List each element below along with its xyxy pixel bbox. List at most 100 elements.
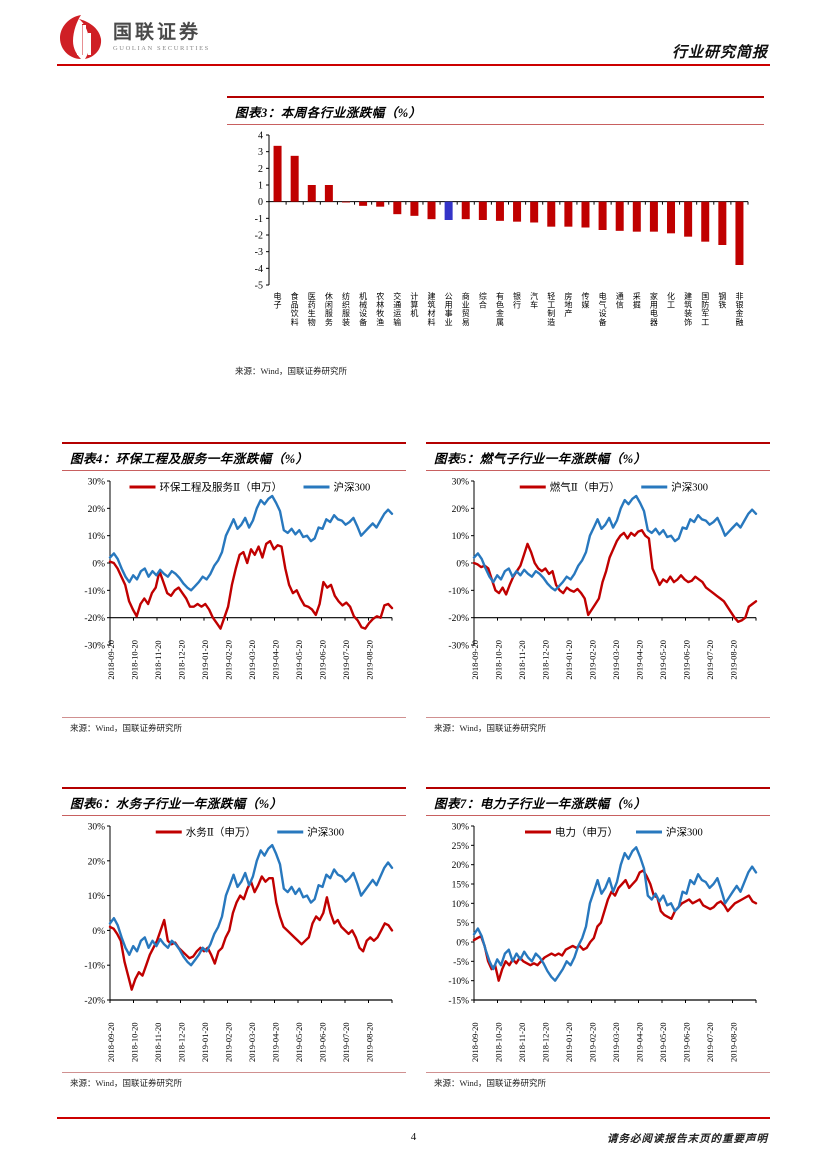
brand-name-cn: 国联证券 bbox=[113, 21, 202, 43]
svg-text:2019-08-20: 2019-08-20 bbox=[729, 1022, 739, 1062]
svg-text:计算机: 计算机 bbox=[410, 291, 418, 318]
figure4-source: 来源：Wind，国联证券研究所 bbox=[62, 717, 406, 736]
svg-text:沪深300: 沪深300 bbox=[334, 481, 371, 494]
svg-text:纺织服装: 纺织服装 bbox=[342, 291, 350, 327]
figure6-panel: 图表6：水务子行业一年涨跌幅（%） 30% 20% 10% 0% -10% -20% 201… bbox=[62, 787, 406, 1091]
svg-text:-3: -3 bbox=[255, 247, 263, 258]
svg-text:2018-09-20: 2018-09-20 bbox=[470, 640, 480, 680]
svg-text:建筑材料: 建筑材料 bbox=[428, 291, 436, 327]
svg-text:20%: 20% bbox=[88, 857, 106, 867]
svg-text:沪深300: 沪深300 bbox=[307, 826, 344, 839]
svg-text:2019-05-20: 2019-05-20 bbox=[294, 640, 304, 680]
svg-text:食品饮料: 食品饮料 bbox=[291, 291, 299, 327]
svg-text:2019-02-20: 2019-02-20 bbox=[224, 1022, 234, 1062]
svg-text:2019-04-20: 2019-04-20 bbox=[635, 1022, 645, 1062]
figure6-title: 图表6：水务子行业一年涨跌幅（%） bbox=[62, 787, 406, 816]
svg-text:4: 4 bbox=[258, 131, 263, 142]
figure5-line-chart: 30% 20% 10% 0% -10% -20% -30% 2018-09-20 2018-10… bbox=[448, 478, 758, 680]
svg-text:-20%: -20% bbox=[448, 614, 469, 624]
svg-text:房地产: 房地产 bbox=[564, 291, 572, 318]
svg-text:10%: 10% bbox=[452, 900, 470, 910]
svg-text:20%: 20% bbox=[452, 505, 470, 515]
svg-text:2019-07-20: 2019-07-20 bbox=[341, 1022, 351, 1062]
svg-text:2019-05-20: 2019-05-20 bbox=[294, 1022, 304, 1062]
svg-text:采掘: 采掘 bbox=[633, 291, 641, 310]
guolian-logo-icon bbox=[57, 13, 105, 61]
svg-text:非银金融: 非银金融 bbox=[735, 291, 743, 327]
header-rule bbox=[57, 64, 770, 66]
svg-text:10%: 10% bbox=[88, 892, 106, 902]
svg-text:20%: 20% bbox=[452, 861, 470, 871]
svg-text:有色金属: 有色金属 bbox=[496, 291, 504, 327]
svg-text:0: 0 bbox=[258, 197, 263, 208]
svg-text:2019-06-20: 2019-06-20 bbox=[318, 1022, 328, 1062]
figure7-title: 图表7：电力子行业一年涨跌幅（%） bbox=[426, 787, 770, 816]
svg-text:2019-07-20: 2019-07-20 bbox=[705, 640, 715, 680]
svg-text:沪深300: 沪深300 bbox=[671, 481, 708, 494]
figure4-title: 图表4：环保工程及服务一年涨跌幅（%） bbox=[62, 442, 406, 471]
svg-text:2019-06-20: 2019-06-20 bbox=[318, 640, 328, 680]
svg-text:轻工制造: 轻工制造 bbox=[547, 291, 555, 327]
svg-text:0%: 0% bbox=[92, 560, 105, 570]
svg-text:30%: 30% bbox=[88, 478, 106, 488]
svg-text:20%: 20% bbox=[88, 505, 106, 515]
svg-text:-2: -2 bbox=[255, 231, 263, 242]
svg-text:2019-05-20: 2019-05-20 bbox=[658, 640, 668, 680]
svg-text:2018-10-20: 2018-10-20 bbox=[494, 1022, 504, 1062]
svg-text:-20%: -20% bbox=[84, 997, 105, 1007]
figure3-source: 来源：Wind，国联证券研究所 bbox=[235, 366, 348, 376]
svg-text:农林牧渔: 农林牧渔 bbox=[376, 291, 384, 327]
svg-text:10%: 10% bbox=[452, 532, 470, 542]
svg-text:-5: -5 bbox=[255, 281, 263, 292]
figure6-source: 来源：Wind，国联证券研究所 bbox=[62, 1072, 406, 1091]
svg-text:医药生物: 医药生物 bbox=[308, 292, 316, 327]
svg-text:2018-09-20: 2018-09-20 bbox=[106, 1022, 116, 1062]
svg-text:2018-10-20: 2018-10-20 bbox=[130, 640, 140, 680]
svg-text:传媒: 传媒 bbox=[581, 291, 589, 310]
svg-text:2018-11-20: 2018-11-20 bbox=[517, 640, 527, 679]
svg-text:5%: 5% bbox=[456, 919, 469, 929]
svg-text:2018-11-20: 2018-11-20 bbox=[517, 1023, 527, 1062]
svg-text:10%: 10% bbox=[88, 532, 106, 542]
svg-text:2019-07-20: 2019-07-20 bbox=[705, 1022, 715, 1062]
svg-text:0%: 0% bbox=[456, 939, 469, 949]
svg-text:2019-03-20: 2019-03-20 bbox=[611, 1022, 621, 1062]
svg-text:电子: 电子 bbox=[274, 291, 282, 310]
svg-text:25%: 25% bbox=[452, 842, 470, 852]
svg-text:2019-01-20: 2019-01-20 bbox=[564, 1022, 574, 1062]
svg-text:燃气Ⅱ（申万）: 燃气Ⅱ（申万） bbox=[550, 481, 620, 494]
svg-text:电力（申万）: 电力（申万） bbox=[555, 826, 618, 839]
svg-text:-10%: -10% bbox=[448, 587, 469, 597]
svg-text:-10%: -10% bbox=[84, 587, 105, 597]
brand-name-en: GUOLIAN SECURITIES bbox=[113, 44, 210, 52]
svg-text:-10%: -10% bbox=[448, 977, 469, 987]
svg-text:2019-03-20: 2019-03-20 bbox=[611, 640, 621, 680]
svg-text:2: 2 bbox=[258, 164, 263, 175]
svg-text:-30%: -30% bbox=[448, 642, 469, 652]
svg-text:化工: 化工 bbox=[667, 291, 675, 310]
svg-text:2018-10-20: 2018-10-20 bbox=[494, 640, 504, 680]
svg-text:休闲服务: 休闲服务 bbox=[325, 291, 333, 327]
svg-text:0%: 0% bbox=[92, 927, 105, 937]
svg-text:商业贸易: 商业贸易 bbox=[462, 291, 470, 327]
figure5-panel: 图表5：燃气子行业一年涨跌幅（%） 30% 20% 10% 0% -10% -20% -30… bbox=[426, 442, 770, 736]
svg-text:-15%: -15% bbox=[448, 997, 469, 1007]
figure7-panel: 图表7：电力子行业一年涨跌幅（%） 30% 25% 20% 15% 10% 5% 0% -5%… bbox=[426, 787, 770, 1091]
header-brand: 国联证券 GUOLIAN SECURITIES bbox=[57, 13, 210, 61]
svg-text:30%: 30% bbox=[452, 823, 470, 833]
svg-text:钢铁: 钢铁 bbox=[718, 291, 726, 310]
figure5-source: 来源：Wind，国联证券研究所 bbox=[426, 717, 770, 736]
svg-text:机械设备: 机械设备 bbox=[359, 291, 367, 327]
svg-text:交通运输: 交通运输 bbox=[393, 291, 401, 327]
figure7-source: 来源：Wind，国联证券研究所 bbox=[426, 1072, 770, 1091]
svg-text:通信: 通信 bbox=[616, 291, 624, 310]
svg-text:2018-11-20: 2018-11-20 bbox=[153, 1023, 163, 1062]
page-number: 4 bbox=[410, 1131, 417, 1143]
svg-text:2019-06-20: 2019-06-20 bbox=[682, 640, 692, 680]
svg-text:2019-03-20: 2019-03-20 bbox=[247, 1022, 257, 1062]
footer-rule bbox=[57, 1117, 770, 1119]
svg-text:15%: 15% bbox=[452, 881, 470, 891]
svg-text:2019-04-20: 2019-04-20 bbox=[635, 640, 645, 680]
figure3-title: 图表3：本周各行业涨跌幅（%） bbox=[227, 96, 764, 125]
svg-text:-10%: -10% bbox=[84, 962, 105, 972]
